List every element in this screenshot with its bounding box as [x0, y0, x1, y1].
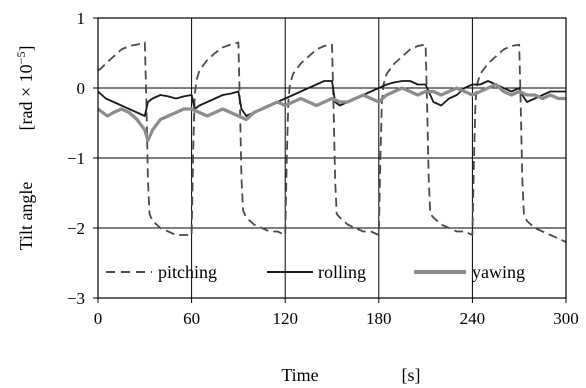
- plot-series: [97, 41, 567, 243]
- legend-rolling-label: rolling: [318, 262, 366, 282]
- y-axis-unit: [rad × 10−5]: [14, 46, 36, 131]
- x-axis-unit: [s]: [402, 365, 421, 385]
- y-tick-label-0: 0: [77, 79, 86, 98]
- legend-yawing-label: yawing: [472, 262, 525, 282]
- y-unit-exponent: −5: [14, 52, 28, 65]
- y-unit-suffix: ]: [16, 46, 36, 52]
- series-yawing-line: [97, 82, 566, 143]
- x-axis-label: Time: [281, 365, 318, 385]
- y-tick-label-neg1: −1: [67, 149, 85, 168]
- x-tick-label-180: 180: [366, 309, 392, 328]
- y-tick-label-neg3: −3: [67, 289, 85, 308]
- x-tick-label-60: 60: [183, 309, 200, 328]
- y-axis-label: Tilt angle: [16, 182, 36, 251]
- y-tick-label-1: 1: [77, 9, 86, 28]
- y-axis-title: Tilt angle: [16, 182, 36, 251]
- x-tick-label-240: 240: [460, 309, 486, 328]
- legend: pitching rolling yawing: [106, 262, 525, 282]
- series-rolling-line: [97, 80, 566, 117]
- x-tick-label-0: 0: [94, 309, 103, 328]
- svg-text:[rad × 10−5]: [rad × 10−5]: [14, 46, 36, 131]
- y-unit-prefix: [rad × 10: [16, 64, 36, 130]
- grid: [98, 18, 566, 298]
- tick-labels: 0 60 120 180 240 300 1 0 −1 −2 −3: [67, 9, 579, 328]
- x-tick-label-120: 120: [272, 309, 298, 328]
- legend-pitching-label: pitching: [158, 262, 217, 282]
- y-tick-label-neg2: −2: [67, 219, 85, 238]
- x-tick-label-300: 300: [553, 309, 579, 328]
- series-pitching-line: [97, 41, 567, 243]
